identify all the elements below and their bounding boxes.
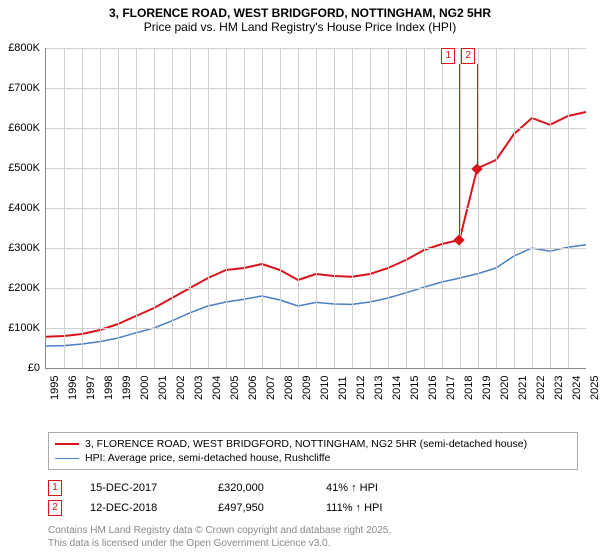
x-gridline xyxy=(478,48,479,368)
x-gridline xyxy=(172,48,173,368)
x-gridline xyxy=(136,48,137,368)
x-gridline xyxy=(100,48,101,368)
y-axis-label: £0 xyxy=(0,362,40,374)
x-axis-label: 2019 xyxy=(481,376,493,400)
x-gridline xyxy=(388,48,389,368)
title-subtitle: Price paid vs. HM Land Registry's House … xyxy=(0,20,600,34)
x-axis-label: 2011 xyxy=(337,376,349,400)
x-axis-label: 2017 xyxy=(445,376,457,400)
x-axis-label: 2008 xyxy=(283,376,295,400)
sales-marker: 1 xyxy=(48,480,62,496)
y-axis-label: £600K xyxy=(0,122,40,134)
title-block: 3, FLORENCE ROAD, WEST BRIDGFORD, NOTTIN… xyxy=(0,0,600,36)
y-axis-label: £300K xyxy=(0,242,40,254)
sales-table: 1 15-DEC-2017 £320,000 41% ↑ HPI 2 12-DEC-201… xyxy=(48,478,416,518)
x-axis-label: 2000 xyxy=(139,376,151,400)
footer-attribution: Contains HM Land Registry data © Crown c… xyxy=(48,525,391,550)
x-axis-label: 2010 xyxy=(319,376,331,400)
x-axis-label: 2024 xyxy=(571,376,583,400)
x-axis-label: 2003 xyxy=(193,376,205,400)
x-axis-label: 2012 xyxy=(355,376,367,400)
legend-text: 3, FLORENCE ROAD, WEST BRIDGFORD, NOTTIN… xyxy=(85,438,527,450)
y-axis-label: £800K xyxy=(0,42,40,54)
x-gridline xyxy=(226,48,227,368)
title-address: 3, FLORENCE ROAD, WEST BRIDGFORD, NOTTIN… xyxy=(0,6,600,20)
x-axis-label: 2014 xyxy=(391,376,403,400)
x-gridline xyxy=(64,48,65,368)
sales-row: 1 15-DEC-2017 £320,000 41% ↑ HPI xyxy=(48,478,416,498)
sales-date: 15-DEC-2017 xyxy=(90,482,190,494)
x-axis-label: 2001 xyxy=(157,376,169,400)
x-axis-label: 1996 xyxy=(67,376,79,400)
x-gridline xyxy=(406,48,407,368)
x-gridline xyxy=(532,48,533,368)
footer-line1: Contains HM Land Registry data © Crown c… xyxy=(48,525,391,538)
legend-text: HPI: Average price, semi-detached house,… xyxy=(85,452,330,464)
x-gridline xyxy=(244,48,245,368)
legend-item: HPI: Average price, semi-detached house,… xyxy=(55,451,571,465)
x-gridline xyxy=(424,48,425,368)
legend-item: 3, FLORENCE ROAD, WEST BRIDGFORD, NOTTIN… xyxy=(55,437,571,451)
x-gridline xyxy=(568,48,569,368)
x-gridline xyxy=(262,48,263,368)
x-gridline xyxy=(154,48,155,368)
sales-price: £320,000 xyxy=(218,482,298,494)
y-axis-label: £500K xyxy=(0,162,40,174)
x-axis-label: 2002 xyxy=(175,376,187,400)
x-gridline xyxy=(208,48,209,368)
x-gridline xyxy=(514,48,515,368)
x-axis-label: 2004 xyxy=(211,376,223,400)
x-axis-label: 2020 xyxy=(499,376,511,400)
footer-line2: This data is licensed under the Open Gov… xyxy=(48,538,391,551)
y-axis-label: £400K xyxy=(0,202,40,214)
x-gridline xyxy=(316,48,317,368)
x-gridline xyxy=(442,48,443,368)
x-axis-label: 2013 xyxy=(373,376,385,400)
legend-swatch xyxy=(55,458,79,459)
x-axis-label: 2018 xyxy=(463,376,475,400)
legend-swatch xyxy=(55,443,79,445)
y-axis-label: £200K xyxy=(0,282,40,294)
sale-marker-line xyxy=(477,64,478,169)
sales-hpi: 41% ↑ HPI xyxy=(326,482,416,494)
sales-row: 2 12-DEC-2018 £497,950 111% ↑ HPI xyxy=(48,498,416,518)
sales-date: 12-DEC-2018 xyxy=(90,502,190,514)
sale-marker-line xyxy=(459,64,460,240)
sale-marker-box: 1 xyxy=(441,48,455,64)
x-axis-label: 1995 xyxy=(49,376,61,400)
x-axis-label: 2022 xyxy=(535,376,547,400)
x-axis-label: 2005 xyxy=(229,376,241,400)
x-gridline xyxy=(370,48,371,368)
x-axis-label: 1998 xyxy=(103,376,115,400)
x-axis-label: 1997 xyxy=(85,376,97,400)
legend-box: 3, FLORENCE ROAD, WEST BRIDGFORD, NOTTIN… xyxy=(48,432,578,470)
x-gridline xyxy=(550,48,551,368)
chart-area: 12 £0£100K£200K£300K£400K£500K£600K£700K… xyxy=(45,48,585,398)
x-gridline xyxy=(82,48,83,368)
x-axis-label: 2016 xyxy=(427,376,439,400)
x-gridline xyxy=(496,48,497,368)
x-gridline xyxy=(280,48,281,368)
y-axis-label: £700K xyxy=(0,82,40,94)
x-axis-label: 2006 xyxy=(247,376,259,400)
x-gridline xyxy=(298,48,299,368)
sales-hpi: 111% ↑ HPI xyxy=(326,502,416,514)
x-axis-label: 1999 xyxy=(121,376,133,400)
x-axis-label: 2015 xyxy=(409,376,421,400)
x-axis-label: 2007 xyxy=(265,376,277,400)
x-axis-label: 2023 xyxy=(553,376,565,400)
x-gridline xyxy=(190,48,191,368)
chart-container: 3, FLORENCE ROAD, WEST BRIDGFORD, NOTTIN… xyxy=(0,0,600,560)
x-gridline xyxy=(118,48,119,368)
x-gridline xyxy=(334,48,335,368)
y-axis-label: £100K xyxy=(0,322,40,334)
x-axis-label: 2009 xyxy=(301,376,313,400)
sale-marker-box: 2 xyxy=(461,48,475,64)
x-axis-label: 2025 xyxy=(589,376,600,400)
x-axis-label: 2021 xyxy=(517,376,529,400)
sales-marker: 2 xyxy=(48,500,62,516)
sales-price: £497,950 xyxy=(218,502,298,514)
x-gridline xyxy=(352,48,353,368)
plot-area: 12 xyxy=(45,48,586,369)
